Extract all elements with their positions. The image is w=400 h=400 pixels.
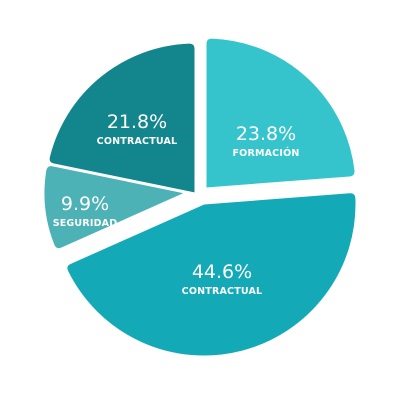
pie-slice-4	[48, 42, 196, 194]
slice-value-label: 44.6%	[192, 261, 252, 283]
slice-value-label: 23.8%	[236, 123, 296, 145]
slice-value-label: 9.9%	[61, 193, 109, 215]
pie-slice-2	[66, 192, 357, 357]
pie-slices	[43, 37, 357, 357]
slice-value-label: 21.8%	[107, 111, 167, 133]
pie-slice-1	[205, 37, 356, 189]
slice-category-label: CONTRACTUAL	[182, 286, 263, 297]
pie-labels: 23.8% FORMACIÓN 44.6% CONTRACTUAL 9.9% SEGURI…	[53, 111, 300, 297]
slice-category-label: SEGURIDAD	[53, 218, 118, 229]
slice-category-label: FORMACIÓN	[232, 147, 299, 159]
pie-slice-3	[43, 165, 186, 250]
slice-category-label: CONTRACTUAL	[97, 136, 178, 147]
